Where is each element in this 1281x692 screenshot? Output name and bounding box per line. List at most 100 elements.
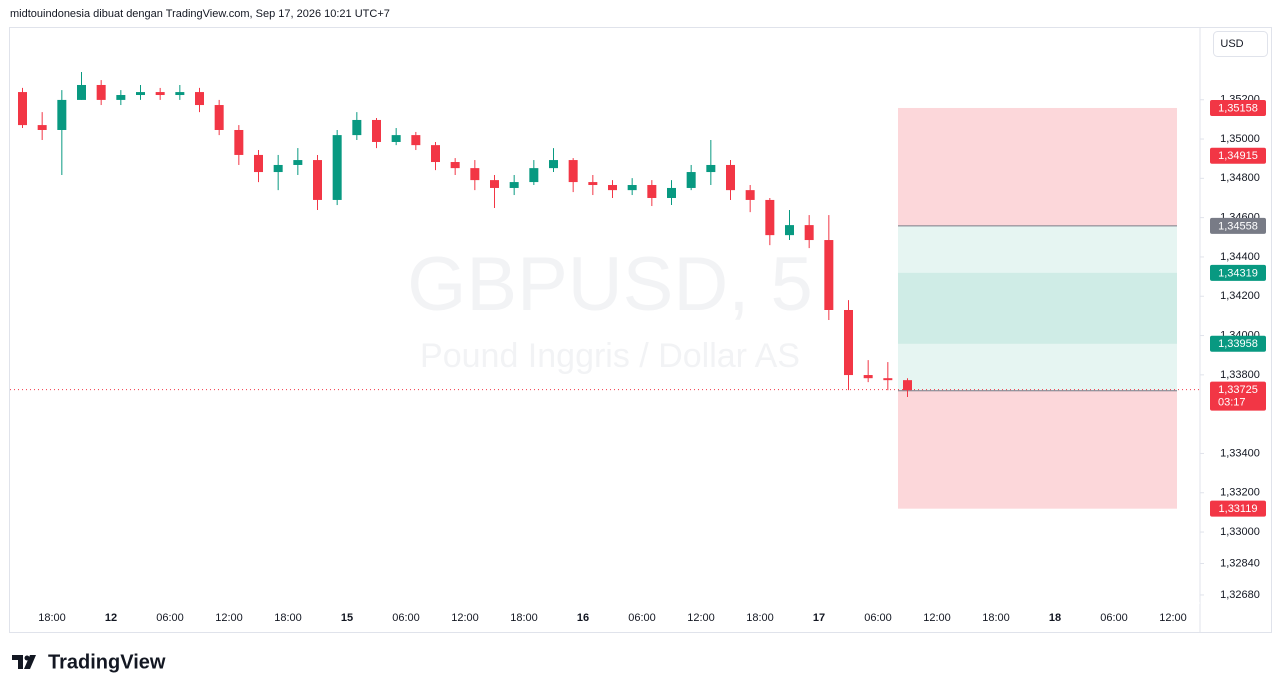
candle-body bbox=[155, 92, 165, 96]
price-label: 1,33119 bbox=[1219, 503, 1258, 515]
x-tick-label: 06:00 bbox=[864, 612, 892, 624]
target-zone bbox=[898, 225, 1177, 344]
x-tick-label: 18:00 bbox=[510, 612, 538, 624]
stop-zone bbox=[898, 107, 1177, 226]
candle-body bbox=[214, 105, 224, 130]
price-label-box bbox=[1210, 99, 1266, 116]
candle-body bbox=[667, 187, 676, 198]
candle-body bbox=[706, 164, 716, 173]
candle-body bbox=[627, 185, 637, 191]
candle-body bbox=[37, 125, 47, 130]
price-label: 1,33958 bbox=[1218, 338, 1258, 350]
candle-body bbox=[883, 378, 893, 381]
target-zone bbox=[898, 272, 1177, 391]
candle-body bbox=[490, 180, 499, 188]
candle-body bbox=[234, 129, 244, 155]
candle-body bbox=[863, 375, 873, 379]
candle-body bbox=[77, 84, 86, 100]
price-label: 1,35158 bbox=[1218, 102, 1258, 114]
x-tick-label: 17 bbox=[813, 612, 825, 624]
price-label-box bbox=[1210, 335, 1266, 352]
x-tick-label: 06:00 bbox=[1100, 612, 1128, 624]
candle-body bbox=[313, 160, 322, 200]
candle-body bbox=[96, 84, 106, 100]
y-tick-label: 1,32680 bbox=[1220, 589, 1260, 601]
x-tick-label: 06:00 bbox=[392, 612, 420, 624]
candle-body bbox=[765, 199, 775, 236]
candle-body bbox=[509, 182, 519, 188]
candle-body bbox=[431, 145, 440, 163]
watermark-name: Pound Inggris / Dollar AS bbox=[420, 337, 800, 375]
price-label-box bbox=[1210, 500, 1266, 517]
candle-body bbox=[686, 172, 696, 188]
x-tick-label: 18:00 bbox=[38, 612, 66, 624]
brand: TradingView bbox=[48, 651, 166, 673]
price-label: 1,34319 bbox=[1218, 267, 1258, 279]
price-label-box bbox=[1210, 217, 1266, 234]
candle-body bbox=[647, 185, 657, 198]
price-label-box bbox=[1210, 264, 1266, 281]
candle-body bbox=[608, 185, 617, 191]
price-label: 1,34558 bbox=[1218, 220, 1258, 232]
candle-body bbox=[18, 92, 27, 126]
candle-body bbox=[352, 119, 362, 136]
candle-body bbox=[391, 135, 401, 142]
x-tick-label: 12:00 bbox=[923, 612, 951, 624]
x-tick-label: 12:00 bbox=[1159, 612, 1187, 624]
y-tick-label: 1,34400 bbox=[1220, 251, 1260, 263]
logo-icon bbox=[12, 655, 36, 669]
y-tick-label: 1,35000 bbox=[1220, 133, 1260, 145]
x-tick-label: 12 bbox=[105, 612, 117, 624]
candle-body bbox=[745, 190, 755, 200]
x-tick-label: 16 bbox=[577, 612, 589, 624]
currency-button[interactable] bbox=[1213, 31, 1268, 57]
x-tick-label: 12:00 bbox=[451, 612, 479, 624]
x-tick-label: 18:00 bbox=[982, 612, 1010, 624]
plot: 1,352001,350001,348001,346001,344001,342… bbox=[10, 72, 1266, 624]
logo-dot bbox=[24, 655, 30, 661]
price-label: 1,34915 bbox=[1218, 150, 1258, 162]
candle-body bbox=[726, 164, 735, 191]
y-tick-label: 1,33400 bbox=[1220, 447, 1260, 459]
watermark-symbol: GBPUSD, 5 bbox=[407, 242, 812, 327]
logo: TradingView bbox=[12, 651, 166, 673]
y-tick-label: 1,33800 bbox=[1220, 369, 1260, 381]
candle-body bbox=[903, 380, 912, 391]
x-tick-label: 18:00 bbox=[274, 612, 302, 624]
x-tick-label: 18 bbox=[1049, 612, 1061, 624]
candle-body bbox=[332, 135, 342, 200]
candle-body bbox=[254, 154, 263, 173]
candle-body bbox=[57, 99, 67, 130]
y-tick-label: 1,32840 bbox=[1220, 557, 1260, 569]
candle-body bbox=[568, 160, 578, 183]
x-tick-label: 18:00 bbox=[746, 612, 774, 624]
candle-body bbox=[195, 92, 204, 106]
candle-body bbox=[293, 160, 303, 165]
candle-body bbox=[588, 182, 598, 186]
candle-body bbox=[175, 92, 185, 96]
y-tick-label: 1,34200 bbox=[1220, 290, 1260, 302]
candle-body bbox=[273, 164, 283, 173]
candle-body bbox=[470, 168, 480, 181]
candle-body bbox=[804, 225, 814, 241]
candle-body bbox=[136, 92, 145, 96]
x-tick-label: 12:00 bbox=[215, 612, 243, 624]
y-tick-label: 1,34800 bbox=[1220, 172, 1260, 184]
candle-body bbox=[824, 240, 834, 310]
pane-border bbox=[9, 27, 1272, 633]
x-tick-label: 12:00 bbox=[687, 612, 715, 624]
candle-body bbox=[411, 135, 421, 146]
x-tick-label: 15 bbox=[341, 612, 353, 624]
x-tick-label: 06:00 bbox=[156, 612, 184, 624]
candle-body bbox=[549, 160, 558, 169]
candle-body bbox=[450, 162, 460, 169]
header: midtouindonesia dibuat dengan TradingVie… bbox=[10, 8, 390, 20]
countdown: 03:17 bbox=[1218, 396, 1246, 408]
y-tick-label: 1,33000 bbox=[1220, 526, 1260, 538]
candle-body bbox=[529, 168, 539, 183]
price-label-box bbox=[1210, 147, 1266, 164]
candle-body bbox=[116, 95, 126, 100]
candle-body bbox=[372, 119, 381, 142]
